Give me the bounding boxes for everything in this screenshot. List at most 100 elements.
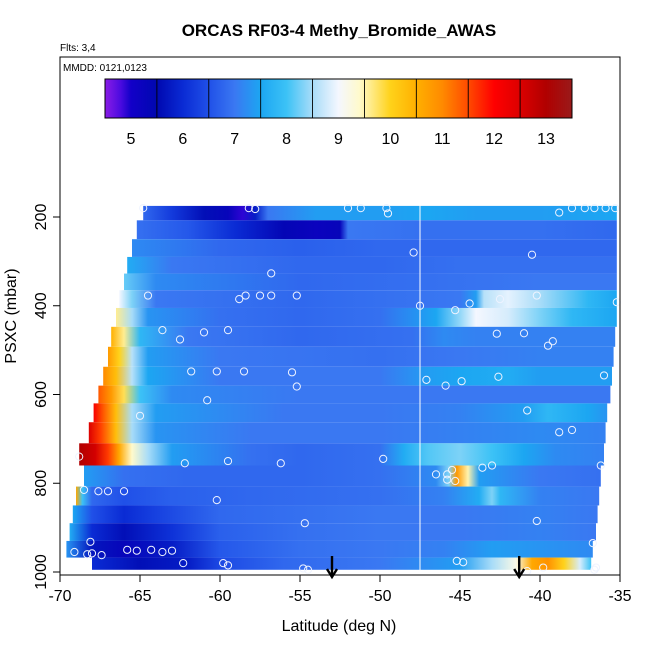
colorbar-tick-label: 6: [178, 131, 187, 148]
sample-marker: [83, 550, 92, 559]
sample-marker: [532, 516, 541, 526]
sample-marker: [223, 561, 233, 570]
sample-marker: [135, 411, 145, 420]
sample-marker: [79, 485, 89, 495]
colorbar-tick-label: 13: [537, 131, 555, 148]
colorbar-tick-label: 8: [282, 131, 291, 148]
sample-marker: [543, 341, 553, 350]
sample-marker: [123, 545, 132, 554]
sample-marker: [75, 452, 84, 461]
sample-marker: [94, 487, 103, 496]
sample-markers: [70, 204, 621, 576]
sample-marker: [548, 337, 557, 346]
heatmap-band: [98, 385, 611, 404]
arrow-head: [513, 568, 526, 580]
heatmap-band: [76, 486, 600, 506]
x-tick-label: -50: [368, 588, 391, 605]
flights-annotation: Flts: 3,4: [60, 43, 96, 54]
x-tick-label: -45: [448, 588, 471, 605]
sample-marker: [591, 563, 601, 572]
sample-marker: [527, 250, 537, 259]
x-tick-label: -65: [128, 588, 151, 605]
sample-marker: [441, 381, 450, 390]
colorbar: 5 6 7 8 9 10 11 12 13: [104, 78, 573, 148]
heatmap-band: [108, 346, 614, 367]
x-tick-label: -60: [208, 588, 231, 605]
sample-marker: [199, 328, 209, 337]
heatmap-band: [72, 505, 598, 524]
sample-marker: [555, 428, 564, 437]
colorbar-tick-label: 7: [230, 131, 239, 148]
sample-marker: [567, 425, 577, 435]
sample-marker: [459, 558, 468, 567]
sample-marker: [590, 565, 599, 574]
heatmap-band: [69, 523, 597, 541]
sample-marker: [255, 291, 265, 300]
x-axis: -70 -65 -60 -55 -50 -45 -40 -35: [48, 575, 632, 605]
sample-marker: [86, 537, 95, 546]
heatmap-band: [88, 422, 606, 444]
sample-marker: [567, 204, 577, 213]
sample-marker: [139, 204, 148, 213]
sample-marker: [241, 291, 250, 300]
sample-marker: [251, 204, 260, 214]
sample-marker: [383, 209, 393, 218]
sample-marker: [158, 326, 167, 335]
x-tick-label: -55: [288, 588, 311, 605]
sample-marker: [443, 470, 452, 479]
sample-marker: [219, 559, 228, 568]
sample-marker: [457, 377, 466, 386]
sample-marker: [212, 367, 221, 376]
heatmap-band: [92, 557, 592, 570]
heatmap-band: [119, 290, 617, 308]
date-annotation: MMDD: 0121,0123: [63, 63, 147, 74]
sample-marker: [239, 367, 249, 376]
heatmap-bands: [66, 205, 617, 570]
arrow-markers: [325, 556, 526, 580]
heatmap-band: [136, 220, 617, 240]
colorbar-tick-label: 5: [126, 131, 135, 148]
colorbar-tick-label: 11: [434, 131, 451, 148]
sample-marker: [167, 546, 177, 555]
sample-marker: [356, 204, 365, 213]
sample-marker: [596, 461, 605, 470]
sample-marker: [465, 299, 474, 308]
sample-marker: [103, 487, 113, 496]
sample-marker: [179, 559, 188, 568]
sample-marker: [487, 461, 497, 470]
heatmap-band: [111, 326, 616, 347]
sample-marker: [267, 269, 276, 278]
x-tick-label: -70: [48, 588, 71, 605]
sample-marker: [300, 519, 309, 528]
heatmap-band: [84, 465, 601, 487]
sample-marker: [343, 204, 353, 213]
colorbar-tick-label: 10: [381, 131, 399, 148]
sample-marker: [223, 326, 233, 335]
sample-marker: [244, 204, 253, 213]
sample-marker: [119, 487, 129, 496]
sample-marker: [519, 329, 529, 338]
heatmap-band: [79, 443, 604, 466]
sample-marker: [287, 368, 297, 377]
sample-marker: [180, 459, 189, 468]
sample-marker: [158, 547, 167, 557]
sample-marker: [292, 382, 301, 391]
plot-frame: [59, 56, 621, 576]
sample-marker: [415, 301, 425, 310]
chart-title: ORCAS RF03-4 Methy_Bromide_AWAS: [182, 21, 497, 40]
sample-marker: [143, 291, 153, 300]
sample-marker: [443, 475, 452, 484]
sample-marker: [379, 454, 388, 463]
sample-marker: [292, 291, 301, 300]
sample-marker: [495, 294, 505, 304]
y-axis-label: PSXC (mbar): [3, 268, 20, 363]
x-tick-label: -40: [528, 588, 551, 605]
sample-marker: [87, 549, 97, 558]
sample-marker: [175, 335, 185, 344]
y-tick-label: 800: [33, 470, 50, 497]
colorbar-tick-label: 9: [334, 131, 343, 148]
sample-marker: [492, 329, 501, 338]
heatmap-band: [127, 256, 617, 274]
colorbar-tick-label: 12: [485, 131, 503, 148]
